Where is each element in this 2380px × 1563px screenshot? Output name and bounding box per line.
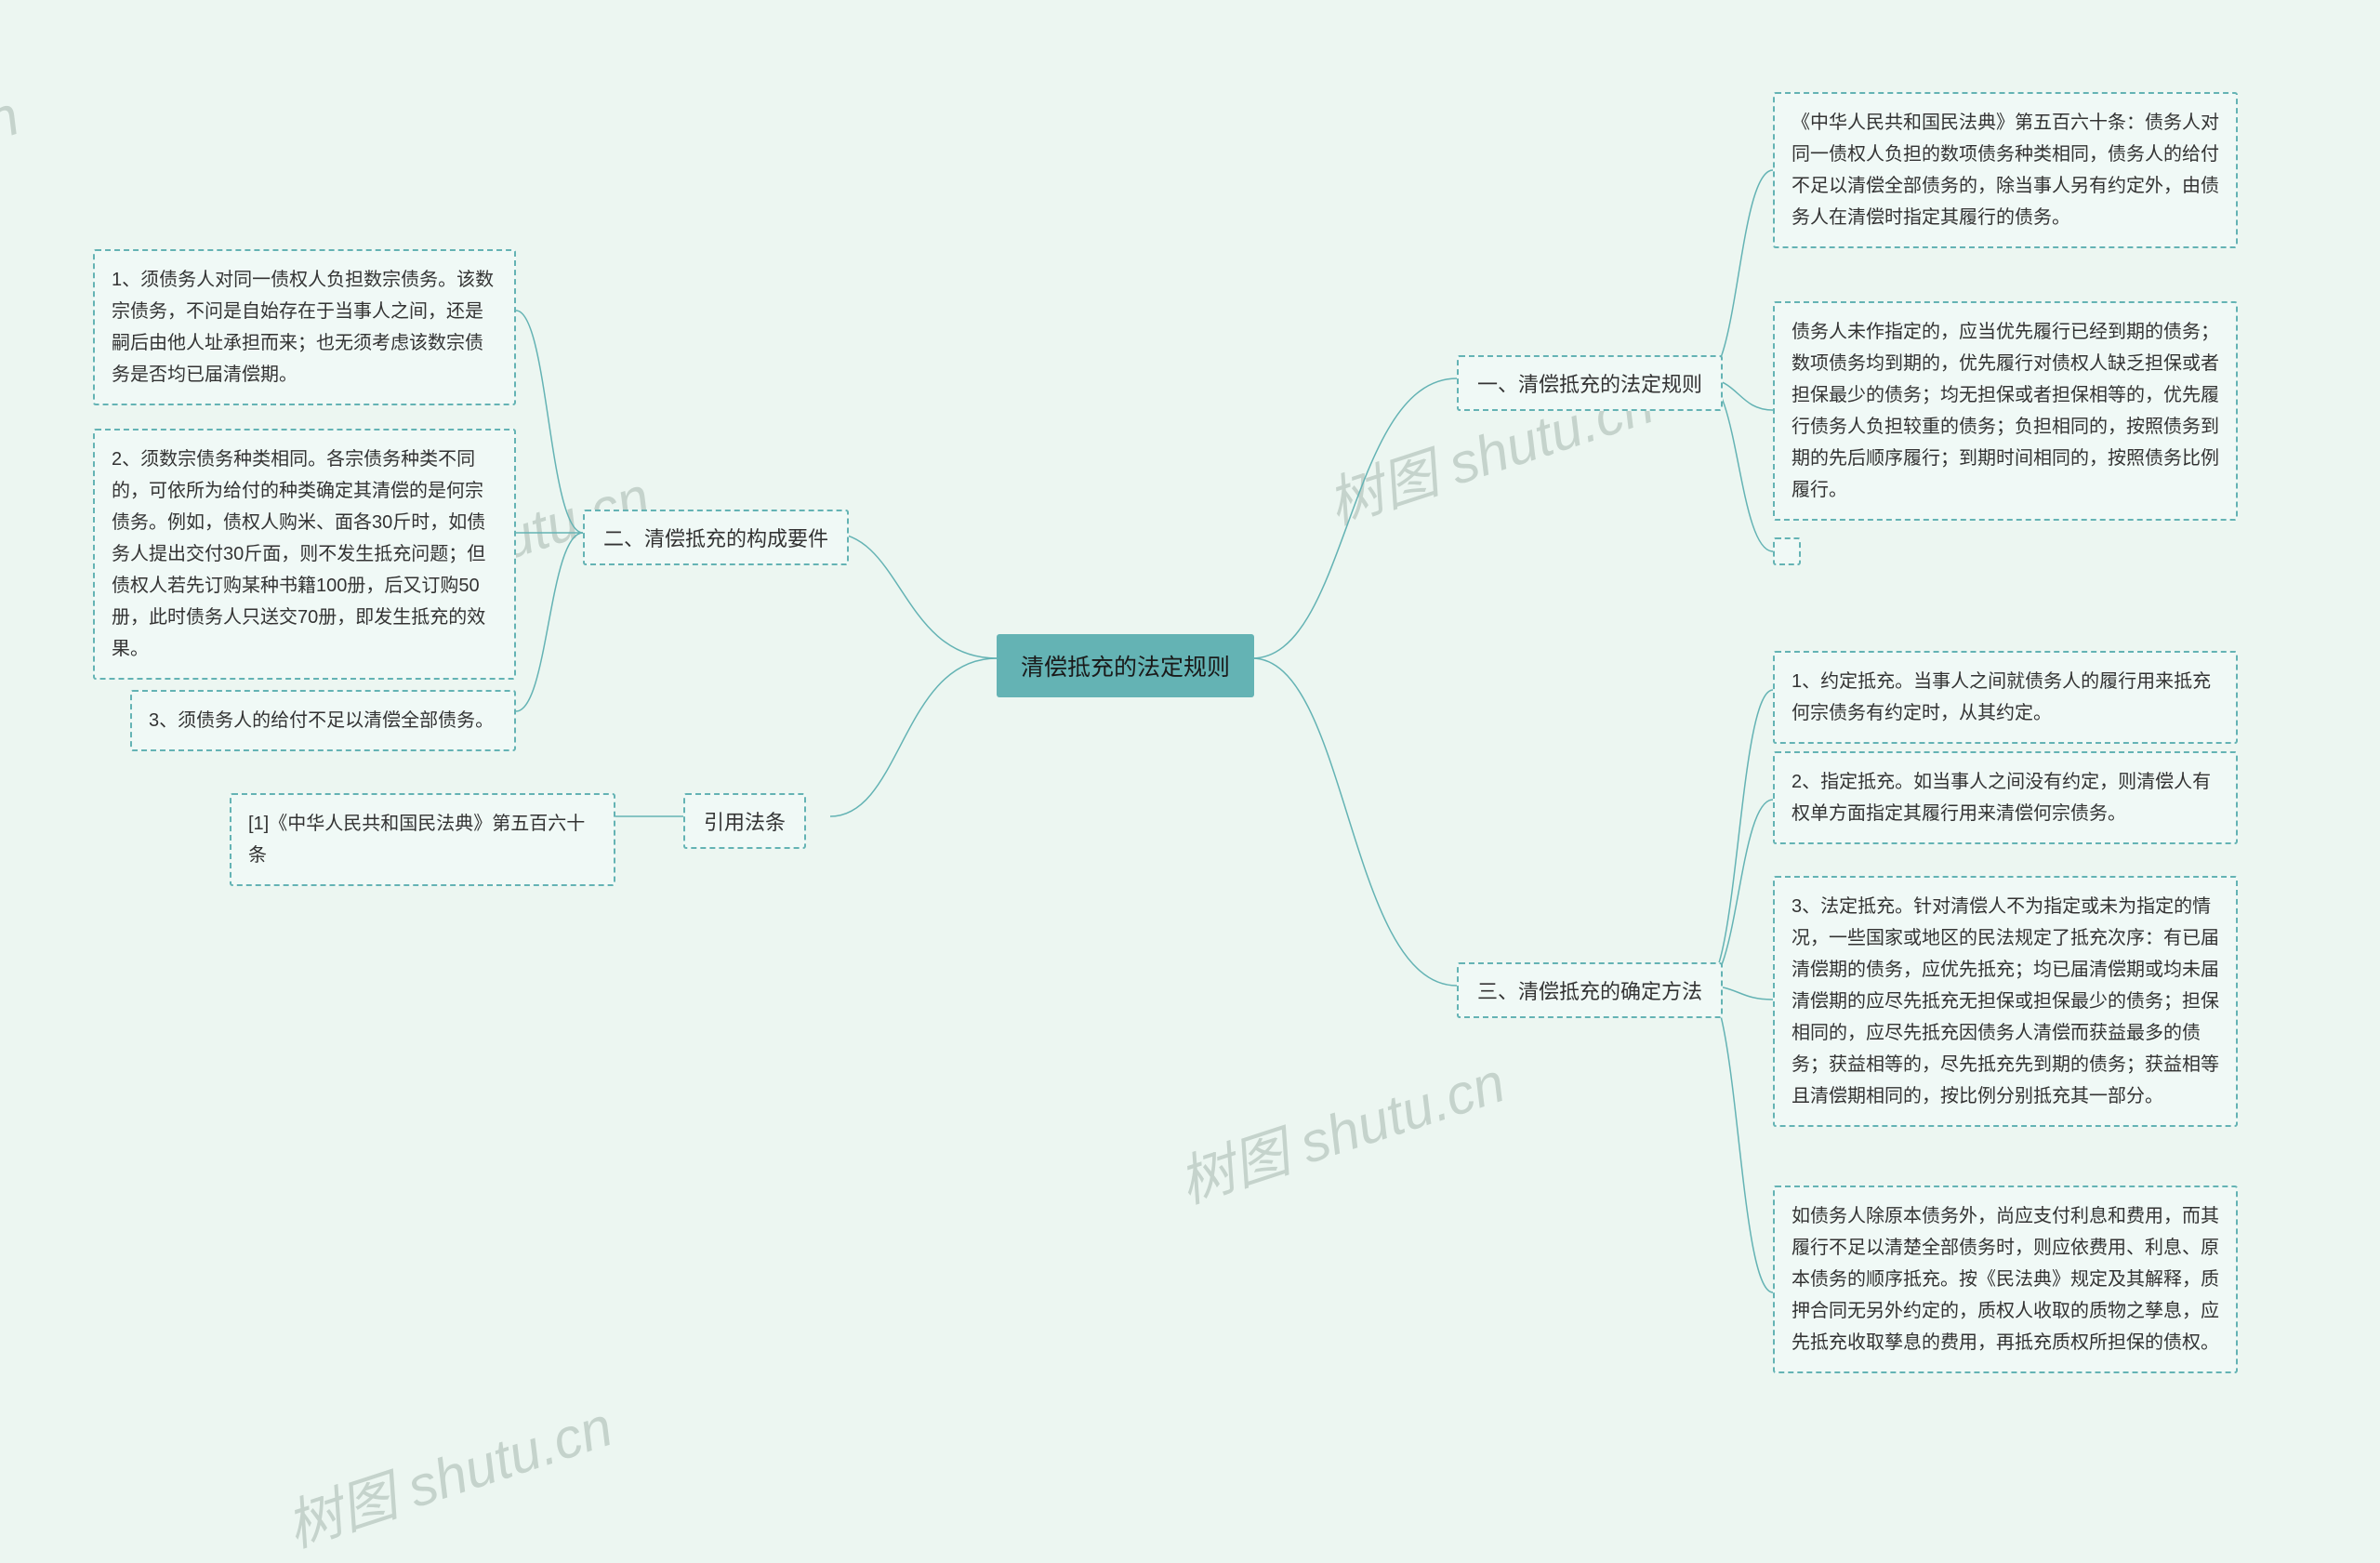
watermark: 树图 shutu.cn: [1167, 1038, 1514, 1219]
branch-node-right-1: 一、清偿抵充的法定规则: [1457, 355, 1723, 411]
leaf-node: 如债务人除原本债务外，尚应支付利息和费用，而其履行不足以清楚全部债务时，则应依费…: [1773, 1185, 2238, 1373]
leaf-node: 债务人未作指定的，应当优先履行已经到期的债务；数项债务均到期的，优先履行对债权人…: [1773, 301, 2238, 521]
leaf-node: 1、约定抵充。当事人之间就债务人的履行用来抵充何宗债务有约定时，从其约定。: [1773, 651, 2238, 744]
leaf-node: 3、须债务人的给付不足以清偿全部债务。: [130, 690, 516, 751]
branch-node-left-2: 二、清偿抵充的构成要件: [583, 510, 849, 565]
leaf-node: 2、须数宗债务种类相同。各宗债务种类不同的，可依所为给付的种类确定其清偿的是何宗…: [93, 429, 516, 680]
watermark: 树图 shutu.cn: [274, 1382, 621, 1563]
leaf-node: 3、法定抵充。针对清偿人不为指定或未为指定的情况，一些国家或地区的民法规定了抵充…: [1773, 876, 2238, 1127]
leaf-node: [1]《中华人民共和国民法典》第五百六十条: [230, 793, 615, 886]
leaf-node: 2、指定抵充。如当事人之间没有约定，则清偿人有权单方面指定其履行用来清偿何宗债务…: [1773, 751, 2238, 844]
leaf-node: 《中华人民共和国民法典》第五百六十条：债务人对同一债权人负担的数项债务种类相同，…: [1773, 92, 2238, 248]
branch-node-right-3: 三、清偿抵充的确定方法: [1457, 962, 1723, 1018]
watermark: .cn: [0, 83, 27, 166]
branch-node-left-ref: 引用法条: [683, 793, 806, 849]
leaf-node: 1、须债务人对同一债权人负担数宗债务。该数宗债务，不问是自始存在于当事人之间，还…: [93, 249, 516, 405]
leaf-node-empty: [1773, 537, 1801, 565]
root-node: 清偿抵充的法定规则: [997, 634, 1254, 697]
